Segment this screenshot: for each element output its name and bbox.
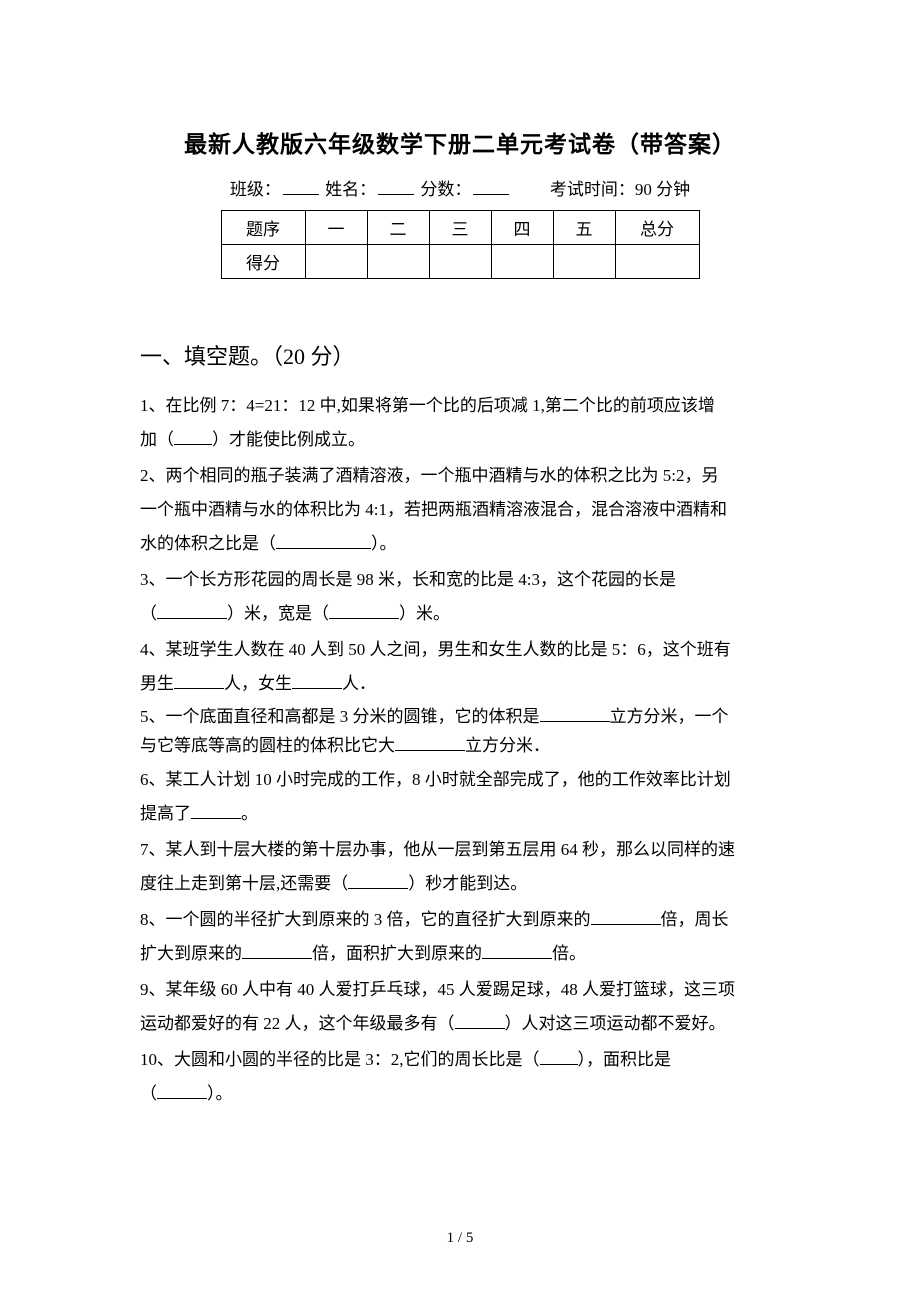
q8-line1b: 倍，周长 bbox=[661, 910, 729, 929]
q10-line2b: ）。 bbox=[207, 1084, 233, 1103]
question-10: 10、大圆和小圆的半径的比是 3：2,它们的周长比是（ ），面积比是 （ ）。 bbox=[140, 1043, 780, 1111]
blank bbox=[157, 602, 227, 619]
cell-col4: 四 bbox=[491, 211, 553, 245]
q10-line1b: ），面积比是 bbox=[578, 1050, 672, 1069]
q8-line1a: 8、一个圆的半径扩大到原来的 3 倍，它的直径扩大到原来的 bbox=[140, 910, 591, 929]
q8-line2a: 扩大到原来的 bbox=[140, 944, 242, 963]
cell-empty bbox=[553, 245, 615, 279]
cell-empty bbox=[615, 245, 699, 279]
section-title: 一、填空题。（20 分） bbox=[140, 339, 780, 371]
q10-line1a: 10、大圆和小圆的半径的比是 3：2,它们的周长比是（ bbox=[140, 1050, 540, 1069]
q3-line2c: ）米。 bbox=[399, 604, 450, 623]
q1-line2a: 加（ bbox=[140, 430, 174, 449]
q3-line1: 3、一个长方形花园的周长是 98 米，长和宽的比是 4:3，这个花园的长是 bbox=[140, 570, 676, 589]
q6-line2a: 提高了 bbox=[140, 804, 191, 823]
time-label: 考试时间：90 分钟 bbox=[550, 180, 690, 199]
blank bbox=[395, 734, 465, 751]
q2-line3a: 水的体积之比是（ bbox=[140, 534, 276, 553]
cell-total: 总分 bbox=[615, 211, 699, 245]
cell-header: 题序 bbox=[221, 211, 305, 245]
q3-line2a: （ bbox=[140, 604, 157, 623]
blank bbox=[591, 908, 661, 925]
blank bbox=[329, 602, 399, 619]
blank bbox=[191, 802, 241, 819]
q1-line2b: ）才能使比例成立。 bbox=[212, 430, 365, 449]
cell-col3: 三 bbox=[429, 211, 491, 245]
question-5: 5、一个底面直径和高都是 3 分米的圆锥，它的体积是 立方分米，一个 与它等底等高… bbox=[140, 703, 780, 761]
blank bbox=[482, 942, 552, 959]
class-blank bbox=[283, 178, 319, 195]
question-7: 7、某人到十层大楼的第十层办事，他从一层到第五层用 64 秒，那么以同样的速 度… bbox=[140, 833, 780, 901]
class-label: 班级： bbox=[230, 180, 281, 199]
blank bbox=[292, 672, 342, 689]
blank bbox=[157, 1082, 207, 1099]
score-blank bbox=[473, 178, 509, 195]
q7-line2b: ）秒才能到达。 bbox=[408, 874, 527, 893]
cell-col2: 二 bbox=[367, 211, 429, 245]
q5-line1b: 立方分米，一个 bbox=[610, 707, 729, 726]
q7-line2a: 度往上走到第十层,还需要（ bbox=[140, 874, 348, 893]
question-8: 8、一个圆的半径扩大到原来的 3 倍，它的直径扩大到原来的 倍，周长 扩大到原来的… bbox=[140, 903, 780, 971]
question-2: 2、两个相同的瓶子装满了酒精溶液，一个瓶中酒精与水的体积之比为 5:2，另 一个… bbox=[140, 459, 780, 561]
q7-line1: 7、某人到十层大楼的第十层办事，他从一层到第五层用 64 秒，那么以同样的速 bbox=[140, 840, 735, 859]
q2-line3b: ）。 bbox=[371, 534, 397, 553]
q8-line2b: 倍，面积扩大到原来的 bbox=[312, 944, 482, 963]
q5-line1a: 5、一个底面直径和高都是 3 分米的圆锥，它的体积是 bbox=[140, 707, 540, 726]
q2-line2: 一个瓶中酒精与水的体积比为 4:1，若把两瓶酒精溶液混合，混合溶液中酒精和 bbox=[140, 500, 727, 519]
table-row: 题序 一 二 三 四 五 总分 bbox=[221, 211, 699, 245]
page-footer: 1 / 5 bbox=[0, 1230, 920, 1247]
q3-line2b: ）米，宽是（ bbox=[227, 604, 329, 623]
question-3: 3、一个长方形花园的周长是 98 米，长和宽的比是 4:3，这个花园的长是 （ ）… bbox=[140, 563, 780, 631]
question-6: 6、某工人计划 10 小时完成的工作，8 小时就全部完成了，他的工作效率比计划 … bbox=[140, 763, 780, 831]
q10-line2a: （ bbox=[140, 1084, 157, 1103]
q9-line2b: ）人对这三项运动都不爱好。 bbox=[505, 1014, 726, 1033]
q6-line1: 6、某工人计划 10 小时完成的工作，8 小时就全部完成了，他的工作效率比计划 bbox=[140, 770, 731, 789]
cell-empty bbox=[367, 245, 429, 279]
cell-col1: 一 bbox=[305, 211, 367, 245]
q9-line2a: 运动都爱好的有 22 人，这个年级最多有（ bbox=[140, 1014, 455, 1033]
q5-line2a: 与它等底等高的圆柱的体积比它大 bbox=[140, 736, 395, 755]
cell-score-label: 得分 bbox=[221, 245, 305, 279]
cell-empty bbox=[305, 245, 367, 279]
q5-line2b: 立方分米． bbox=[465, 736, 550, 755]
question-4: 4、某班学生人数在 40 人到 50 人之间，男生和女生人数的比是 5：6，这个… bbox=[140, 633, 780, 701]
question-1: 1、在比例 7：4=21：12 中,如果将第一个比的后项减 1,第二个比的前项应… bbox=[140, 389, 780, 457]
header-line: 班级： 姓名： 分数： 考试时间：90 分钟 bbox=[140, 175, 780, 200]
name-blank bbox=[378, 178, 414, 195]
question-9: 9、某年级 60 人中有 40 人爱打乒乓球，45 人爱踢足球，48 人爱打篮球… bbox=[140, 973, 780, 1041]
table-row: 得分 bbox=[221, 245, 699, 279]
q1-line1: 1、在比例 7：4=21：12 中,如果将第一个比的后项减 1,第二个比的前项应… bbox=[140, 396, 715, 415]
q8-line2c: 倍。 bbox=[552, 944, 586, 963]
cell-empty bbox=[491, 245, 553, 279]
blank bbox=[242, 942, 312, 959]
blank bbox=[174, 672, 224, 689]
q2-line1: 2、两个相同的瓶子装满了酒精溶液，一个瓶中酒精与水的体积之比为 5:2，另 bbox=[140, 466, 718, 485]
cell-empty bbox=[429, 245, 491, 279]
blank bbox=[276, 532, 371, 549]
name-label: 姓名： bbox=[325, 180, 376, 199]
score-label: 分数： bbox=[420, 180, 471, 199]
q4-line1: 4、某班学生人数在 40 人到 50 人之间，男生和女生人数的比是 5：6，这个… bbox=[140, 640, 731, 659]
page-title: 最新人教版六年级数学下册二单元考试卷（带答案） bbox=[140, 125, 780, 159]
q4-line2a: 男生 bbox=[140, 674, 174, 693]
cell-col5: 五 bbox=[553, 211, 615, 245]
q9-line1: 9、某年级 60 人中有 40 人爱打乒乓球，45 人爱踢足球，48 人爱打篮球… bbox=[140, 980, 735, 999]
blank bbox=[174, 428, 212, 445]
blank bbox=[540, 1048, 578, 1065]
q4-line2c: 人． bbox=[342, 674, 376, 693]
blank bbox=[348, 872, 408, 889]
blank bbox=[540, 705, 610, 722]
q6-line2b: 。 bbox=[241, 804, 258, 823]
blank bbox=[455, 1012, 505, 1029]
score-table: 题序 一 二 三 四 五 总分 得分 bbox=[221, 210, 700, 279]
q4-line2b: 人，女生 bbox=[224, 674, 292, 693]
